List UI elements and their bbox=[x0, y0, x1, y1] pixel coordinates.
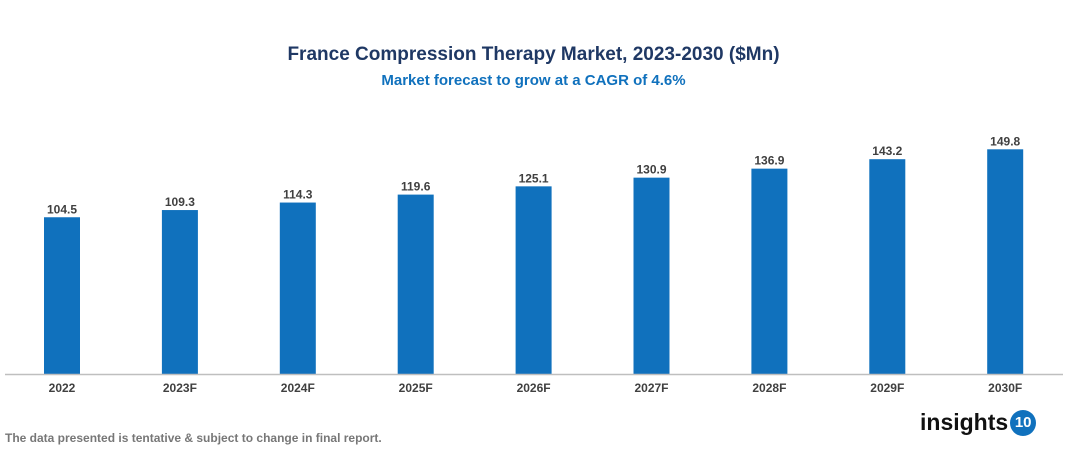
x-tick-label: 2023F bbox=[163, 381, 197, 395]
x-tick-label: 2029F bbox=[870, 381, 904, 395]
data-label: 104.5 bbox=[47, 202, 77, 216]
x-tick-label: 2025F bbox=[399, 381, 433, 395]
bar bbox=[279, 202, 316, 374]
data-label: 130.9 bbox=[636, 163, 666, 177]
bar bbox=[397, 194, 434, 374]
logo-number: 10 bbox=[1010, 409, 1037, 436]
bar bbox=[161, 210, 198, 374]
x-tick-label: 2022 bbox=[49, 381, 76, 395]
bar bbox=[869, 159, 906, 374]
data-label: 136.9 bbox=[754, 154, 784, 168]
data-label: 114.3 bbox=[283, 188, 313, 202]
data-label: 109.3 bbox=[165, 195, 195, 209]
logo-text: insights bbox=[920, 409, 1009, 435]
data-label: 125.1 bbox=[519, 171, 549, 185]
chart-subtitle: Market forecast to grow at a CAGR of 4.6… bbox=[381, 72, 686, 89]
bar bbox=[44, 217, 80, 374]
bar bbox=[515, 186, 552, 374]
data-label: 119.6 bbox=[401, 180, 431, 194]
data-label: 149.8 bbox=[990, 134, 1020, 148]
bar bbox=[751, 168, 788, 374]
x-tick-label: 2026F bbox=[517, 381, 551, 395]
data-label: 143.2 bbox=[872, 144, 902, 158]
chart-title: France Compression Therapy Market, 2023-… bbox=[287, 44, 780, 65]
x-tick-label: 2030F bbox=[988, 381, 1022, 395]
x-tick-label: 2027F bbox=[634, 381, 668, 395]
x-tick-label: 2024F bbox=[281, 381, 315, 395]
x-tick-label: 2028F bbox=[752, 381, 786, 395]
bar bbox=[987, 149, 1024, 374]
insights10-logo: insights 10 bbox=[920, 409, 1037, 436]
disclaimer-note: The data presented is tentative & subjec… bbox=[5, 431, 382, 445]
bar bbox=[633, 177, 670, 374]
